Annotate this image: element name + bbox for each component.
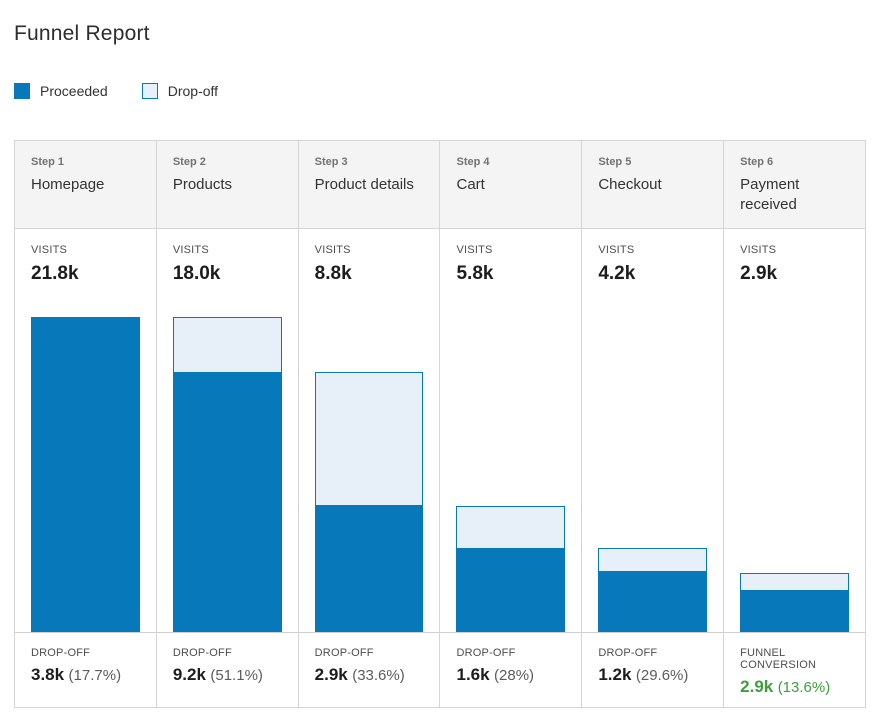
step-footer: DROP-OFF 2.9k (33.6%) — [298, 632, 440, 707]
step-footer: DROP-OFF 1.6k (28%) — [440, 632, 582, 707]
step-header: Step 2 Products — [156, 141, 298, 229]
funnel-conversion-label: FUNNEL CONVERSION — [740, 647, 817, 671]
funnel-step-column-3: Step 3 Product details VISITS 8.8k DROP-… — [298, 141, 441, 707]
step-number-label: Step 4 — [456, 156, 490, 168]
step-header: Step 3 Product details — [298, 141, 440, 229]
step-header: Step 6 Payment received — [724, 141, 865, 229]
step-name: Checkout — [598, 176, 662, 193]
dropoff-value: 9.2k — [172, 665, 206, 684]
step-footer: DROP-OFF 1.2k (29.6%) — [582, 632, 724, 707]
funnel-bar — [740, 573, 849, 632]
visits-label: VISITS — [172, 244, 209, 256]
dropoff-label: DROP-OFF — [598, 647, 658, 659]
step-name: Product details — [314, 176, 414, 193]
step-body: VISITS 21.8k — [15, 229, 156, 632]
step-header: Step 4 Cart — [440, 141, 582, 229]
dropoff-label: DROP-OFF — [172, 647, 232, 659]
funnel-bar — [172, 317, 282, 632]
visits-value: 4.2k — [598, 263, 636, 284]
step-name: Homepage — [31, 176, 105, 193]
step-header: Step 1 Homepage — [15, 141, 156, 229]
step-body: VISITS 2.9k — [724, 229, 865, 632]
visits-label: VISITS — [31, 244, 68, 256]
visits-label: VISITS — [456, 244, 493, 256]
funnel-bar — [598, 548, 708, 632]
dropoff-percent: (28%) — [494, 667, 535, 684]
visits-value: 8.8k — [314, 263, 352, 284]
dropoff-bar-segment — [598, 548, 708, 571]
dropoff-percent: (33.6%) — [352, 667, 405, 684]
dropoff-bar-segment — [740, 573, 849, 590]
funnel-bar — [31, 317, 140, 632]
legend-label-proceeded: Proceeded — [40, 83, 108, 99]
dropoff-value: 1.2k — [598, 665, 632, 684]
visits-value: 2.9k — [740, 263, 778, 284]
step-footer-conversion: FUNNEL CONVERSION 2.9k (13.6%) — [724, 632, 865, 707]
step-footer: DROP-OFF 9.2k (51.1%) — [156, 632, 298, 707]
dropoff-swatch-icon — [141, 83, 158, 99]
funnel-conversion-percent: (13.6%) — [777, 679, 831, 696]
step-name: Cart — [456, 176, 485, 193]
dropoff-label: DROP-OFF — [31, 647, 91, 659]
visits-value: 5.8k — [456, 263, 494, 284]
dropoff-label: DROP-OFF — [456, 647, 516, 659]
step-footer: DROP-OFF 3.8k (17.7%) — [15, 632, 156, 707]
step-number-label: Step 2 — [172, 156, 206, 168]
chart-legend: Proceeded Drop-off — [14, 83, 866, 99]
legend-item-dropoff: Drop-off — [141, 83, 219, 99]
step-number-label: Step 5 — [598, 156, 632, 168]
step-name: Payment received — [740, 176, 800, 214]
legend-label-dropoff: Drop-off — [167, 83, 219, 99]
funnel-step-column-2: Step 2 Products VISITS 18.0k DROP-OFF 9.… — [156, 141, 299, 707]
visits-label: VISITS — [314, 244, 351, 256]
dropoff-value: 2.9k — [314, 665, 348, 684]
visits-label: VISITS — [598, 244, 635, 256]
funnel-bar — [456, 506, 566, 632]
step-number-label: Step 3 — [314, 156, 348, 168]
step-number-label: Step 1 — [31, 156, 65, 168]
funnel-step-column-6: Step 6 Payment received VISITS 2.9k FUNN… — [724, 141, 865, 707]
step-body: VISITS 5.8k — [440, 229, 581, 632]
dropoff-bar-segment — [314, 372, 424, 505]
step-name: Products — [172, 176, 233, 193]
proceeded-bar-segment — [456, 548, 566, 632]
dropoff-label: DROP-OFF — [314, 647, 374, 659]
visits-value: 18.0k — [172, 263, 221, 284]
proceeded-bar-segment — [172, 372, 282, 632]
funnel-step-column-5: Step 5 Checkout VISITS 4.2k DROP-OFF 1.2… — [582, 141, 725, 707]
dropoff-percent: (17.7%) — [68, 667, 122, 684]
page-title: Funnel Report — [14, 22, 150, 45]
step-number-label: Step 6 — [740, 156, 774, 168]
proceeded-bar-segment — [314, 505, 424, 632]
dropoff-percent: (29.6%) — [635, 667, 689, 684]
funnel-table: Step 1 Homepage VISITS 21.8k DROP-OFF 3.… — [14, 140, 866, 708]
dropoff-value: 1.6k — [456, 665, 490, 684]
dropoff-bar-segment — [456, 506, 566, 548]
legend-item-proceeded: Proceeded — [14, 83, 108, 99]
funnel-conversion-value: 2.9k — [740, 677, 774, 696]
dropoff-value: 3.8k — [31, 665, 65, 684]
funnel-step-column-1: Step 1 Homepage VISITS 21.8k DROP-OFF 3.… — [15, 141, 157, 707]
proceeded-bar-segment — [598, 571, 708, 632]
funnel-bar — [314, 372, 424, 632]
step-header: Step 5 Checkout — [582, 141, 724, 229]
dropoff-bar-segment — [172, 317, 282, 372]
step-body: VISITS 18.0k — [157, 229, 298, 632]
proceeded-swatch-icon — [14, 83, 30, 99]
funnel-step-column-4: Step 4 Cart VISITS 5.8k DROP-OFF 1.6k (2… — [440, 141, 583, 707]
proceeded-bar-segment — [740, 590, 849, 632]
proceeded-bar-segment — [31, 317, 140, 632]
visits-label: VISITS — [740, 244, 777, 256]
visits-value: 21.8k — [31, 263, 79, 284]
dropoff-percent: (51.1%) — [210, 667, 263, 684]
step-body: VISITS 4.2k — [582, 229, 723, 632]
step-body: VISITS 8.8k — [299, 229, 440, 632]
